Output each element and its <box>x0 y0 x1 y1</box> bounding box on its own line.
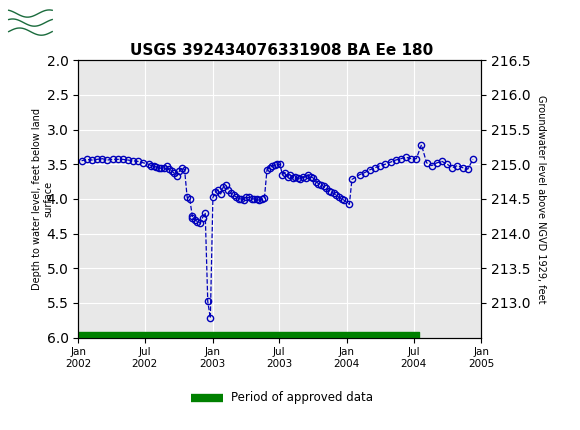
Y-axis label: Groundwater level above NGVD 1929, feet: Groundwater level above NGVD 1929, feet <box>536 95 546 303</box>
FancyBboxPatch shape <box>7 3 59 42</box>
Text: USGS 392434076331908 BA Ee 180: USGS 392434076331908 BA Ee 180 <box>130 43 433 58</box>
Text: Period of approved data: Period of approved data <box>231 391 374 404</box>
Text: USGS: USGS <box>61 14 116 31</box>
Y-axis label: Depth to water level, feet below land
surface: Depth to water level, feet below land su… <box>32 108 53 290</box>
